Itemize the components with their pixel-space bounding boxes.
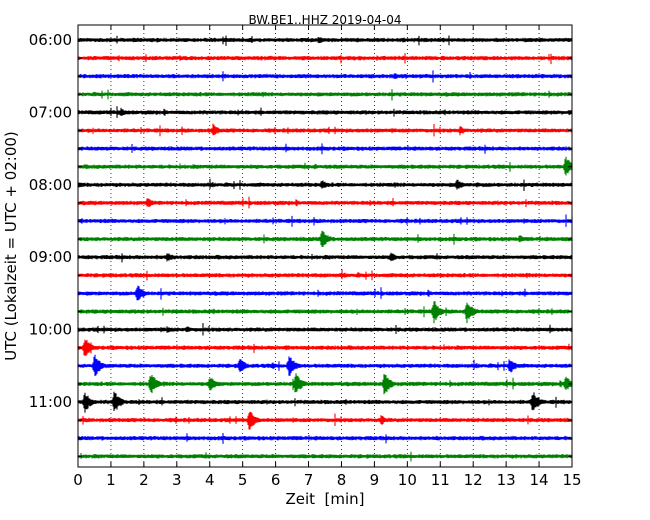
x-axis-ticks: 0 1 2 3 4 5 6 7 8 9 10 11 12 13 14 15 [73,25,582,489]
x-tick-label: 5 [238,471,248,489]
seismic-trace-1115 [77,411,573,430]
seismic-trace-0630 [77,70,573,83]
vertical-grid [110,25,540,467]
seismic-trace-0615 [77,53,573,65]
seismic-trace-0645 [77,89,573,101]
x-tick-label: 4 [205,471,215,489]
y-tick-label: 07:00 [29,103,72,121]
seismic-traces [77,35,573,462]
plot-frame [77,24,573,468]
x-axis-label: Zeit [min] [285,490,364,508]
x-tick-label: 7 [304,471,314,489]
y-tick-label: 10:00 [29,321,72,339]
x-tick-label: 11 [431,471,450,489]
x-tick-label: 14 [530,471,549,489]
seismic-trace-0800 [77,178,573,191]
x-tick-label: 3 [172,471,182,489]
x-tick-label: 0 [73,471,83,489]
x-tick-label: 10 [398,471,417,489]
seismic-trace-1000 [77,323,573,336]
seismic-trace-1100 [77,391,573,413]
seismic-trace-0945 [77,301,573,324]
seismic-trace-1045 [77,373,573,395]
y-tick-label: 06:00 [29,31,72,49]
x-tick-label: 15 [562,471,581,489]
seismic-trace-0715 [77,123,573,137]
y-tick-label: 11:00 [29,393,72,411]
x-tick-label: 9 [370,471,380,489]
seismic-trace-0830 [77,214,573,227]
seismic-trace-0815 [77,196,573,209]
seismic-trace-0745 [77,156,573,176]
seismic-trace-0915 [77,269,573,281]
seismic-trace-0930 [77,285,573,301]
x-tick-label: 2 [139,471,149,489]
x-tick-label: 8 [337,471,347,489]
seismic-trace-0730 [77,143,573,155]
seismic-trace-0900 [77,252,573,263]
seismic-trace-0700 [77,106,573,118]
seismic-trace-0600 [77,35,573,46]
seismic-trace-0845 [77,230,573,247]
y-tick-label: 09:00 [29,248,72,266]
x-tick-label: 6 [271,471,281,489]
x-tick-label: 1 [106,471,116,489]
y-tick-label: 08:00 [29,176,72,194]
chart-title: BW.BE1..HHZ 2019-04-04 [248,13,401,27]
seismic-trace-1030 [77,354,573,376]
y-axis-label: UTC (Lokalzeit = UTC + 02:00) [2,131,20,361]
y-axis-ticks: 06:00 07:00 08:00 09:00 10:00 11:00 [29,31,572,457]
seismic-trace-1015 [77,339,573,356]
x-tick-label: 13 [497,471,516,489]
x-tick-label: 12 [464,471,483,489]
seismic-trace-1145 [77,451,573,462]
seismic-trace-1130 [77,433,573,444]
